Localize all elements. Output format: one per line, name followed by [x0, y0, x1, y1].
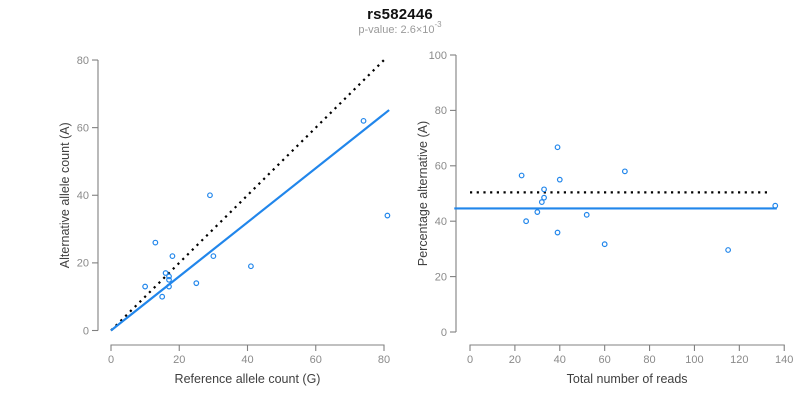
x-axis-title: Total number of reads [567, 372, 688, 386]
data-point [210, 253, 217, 260]
x-tick-label: 40 [241, 354, 253, 366]
x-tick-label: 100 [685, 354, 703, 366]
x-tick-label: 0 [467, 354, 473, 366]
data-point [554, 229, 561, 236]
y-tick-label: 0 [83, 325, 89, 337]
data-point [541, 186, 547, 193]
data-point [166, 276, 172, 283]
x-tick-label: 80 [643, 354, 655, 366]
data-point [207, 192, 213, 199]
data-point [523, 218, 530, 225]
data-point [360, 117, 367, 124]
data-point [554, 144, 561, 151]
y-axis-title: Percentage alternative (A) [416, 121, 430, 266]
data-point [725, 247, 732, 253]
y-tick-label: 80 [435, 105, 447, 117]
expected-identity-line [110, 56, 388, 332]
y-tick-label: 40 [435, 216, 447, 228]
pvalue-text: p-value: 2.6×10 [358, 24, 435, 36]
percentage-alternative-scatter: 0 20 40 60 80 100 0 20 40 60 80 100 120 140 Total numb… [416, 50, 793, 386]
y-tick-label: 80 [77, 55, 89, 67]
data-point [384, 212, 391, 219]
data-point [159, 293, 166, 300]
data-point [556, 176, 563, 183]
x-tick-label: 120 [730, 354, 748, 366]
y-tick-label: 0 [441, 327, 447, 339]
data-point [601, 241, 608, 248]
x-tick-label: 60 [599, 354, 611, 366]
data-point [583, 211, 590, 218]
data-point [772, 202, 779, 209]
x-tick-label: 20 [173, 354, 185, 366]
data-point [142, 283, 149, 290]
data-point [166, 283, 172, 290]
y-tick-label: 100 [429, 50, 447, 62]
data-point [534, 209, 541, 215]
x-tick-label: 140 [775, 354, 793, 366]
figure-title: rs582446 [367, 6, 433, 23]
y-tick-label: 20 [435, 271, 447, 283]
y-axis-title: Alternative allele count (A) [58, 122, 72, 268]
x-tick-label: 0 [108, 354, 114, 366]
data-point [169, 253, 176, 260]
data-point [162, 270, 169, 276]
data-point [518, 172, 525, 179]
x-axis-title: Reference allele count (G) [175, 372, 321, 386]
figure-subtitle: p-value: 2.6×10-3 [0, 21, 800, 36]
y-tick-label: 60 [435, 161, 447, 173]
data-point [541, 194, 547, 201]
y-tick-label: 60 [77, 122, 89, 134]
x-tick-label: 80 [378, 354, 390, 366]
x-tick-label: 20 [509, 354, 521, 366]
data-point [193, 280, 200, 287]
y-tick-label: 20 [77, 258, 89, 270]
x-tick-label: 60 [310, 354, 322, 366]
data-point [538, 199, 545, 205]
data-point [152, 239, 159, 246]
allele-count-scatter: 0 20 40 60 80 0 20 40 60 80 Reference allele count… [58, 55, 391, 386]
data-point [166, 273, 172, 280]
data-point [248, 263, 254, 270]
x-tick-label: 40 [554, 354, 566, 366]
y-tick-label: 40 [77, 190, 89, 202]
fitted-ratio-line [110, 109, 390, 332]
data-point [621, 168, 628, 175]
pvalue-exponent: -3 [434, 20, 442, 30]
